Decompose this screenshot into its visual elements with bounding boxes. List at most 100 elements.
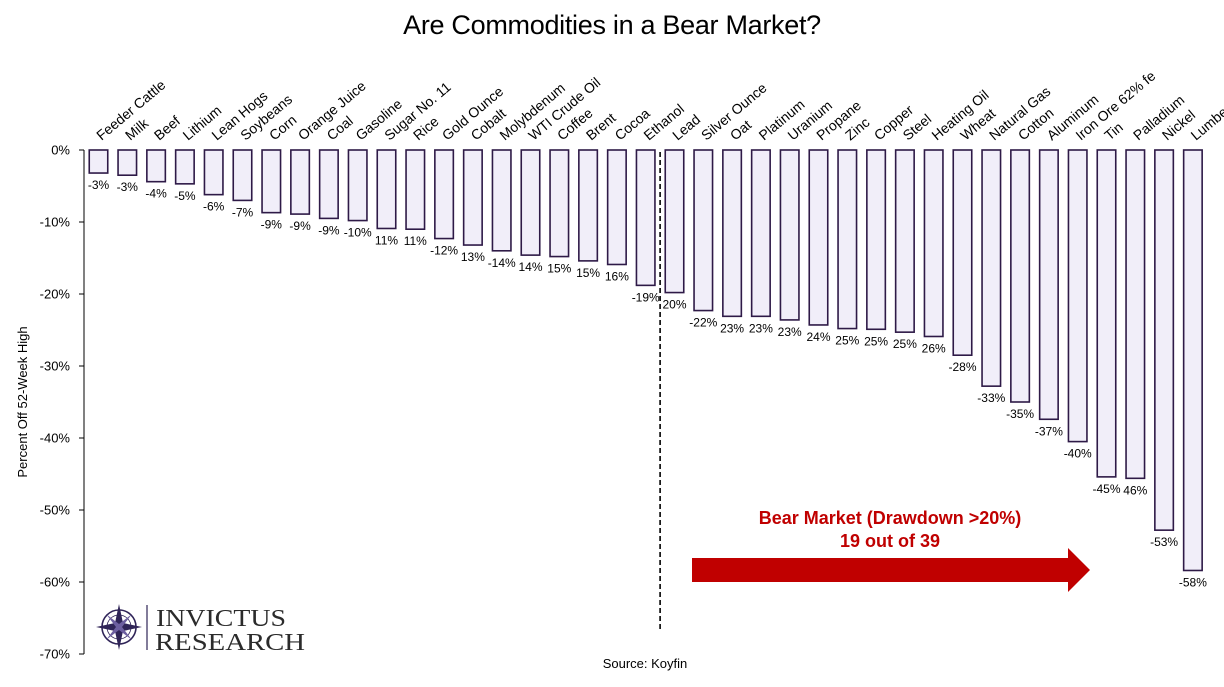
- value-label: 16%: [605, 269, 629, 283]
- bar-lithium: [174, 149, 195, 185]
- bar-steel: [894, 149, 915, 333]
- value-label: -45%: [1092, 482, 1120, 496]
- value-label: -53%: [1150, 535, 1178, 549]
- value-label: -6%: [203, 200, 225, 214]
- source-note: Source: Koyfin: [603, 656, 688, 671]
- y-tick-label: 0%: [51, 143, 70, 158]
- value-label: 14%: [518, 260, 542, 274]
- compass-rose-icon: [96, 604, 142, 650]
- value-label: -58%: [1179, 575, 1207, 589]
- value-label: -12%: [430, 244, 458, 258]
- value-label: 46%: [1123, 483, 1147, 497]
- value-label: 20%: [662, 298, 686, 312]
- value-label: -7%: [232, 205, 254, 219]
- bar-oat: [722, 149, 743, 318]
- bar-molybdenum: [491, 149, 512, 252]
- value-label: -3%: [117, 180, 139, 194]
- bear-market-annotation-count: 19 out of 39: [840, 531, 940, 551]
- value-label: 25%: [835, 334, 859, 348]
- value-label: 23%: [778, 325, 802, 339]
- bar-feeder-cattle: [88, 149, 109, 174]
- bar-corn: [261, 149, 282, 214]
- bar-cobalt: [462, 149, 483, 246]
- value-label: -28%: [948, 360, 976, 374]
- value-label: -3%: [88, 178, 110, 192]
- value-label: -35%: [1006, 407, 1034, 421]
- bar-milk: [117, 149, 138, 177]
- bar-soybeans: [232, 149, 253, 202]
- y-tick-label: -20%: [40, 287, 71, 302]
- bar-beef: [146, 149, 167, 183]
- y-tick-label: -60%: [40, 575, 71, 590]
- value-label: 25%: [893, 337, 917, 351]
- bar-wti-crude-oil: [520, 149, 541, 256]
- y-tick-label: -40%: [40, 431, 71, 446]
- invictus-research-logo: INVICTUS RESEARCH: [96, 604, 305, 656]
- category-label: Beef: [151, 112, 183, 143]
- bar-lead: [664, 149, 685, 294]
- bar-lean-hogs: [203, 149, 224, 196]
- value-label: -10%: [344, 226, 372, 240]
- value-label: 13%: [461, 250, 485, 264]
- value-labels: -3% -3% -4% -5%-6% -7%-9% -9% -9% -10%11% 11%-12…: [88, 178, 1207, 589]
- bar-natural-gas: [981, 149, 1002, 387]
- bar-platinum: [750, 149, 771, 318]
- value-label: 11%: [375, 233, 398, 247]
- value-label: -9%: [318, 223, 340, 237]
- bar-rice: [405, 149, 426, 230]
- bar-iron-ore-62-fe: [1067, 149, 1088, 443]
- bar-lumber: [1182, 149, 1203, 572]
- value-label: -22%: [689, 316, 717, 330]
- value-label: -4%: [145, 187, 167, 201]
- bar-sugar-no-11: [376, 149, 397, 230]
- value-label: -9%: [261, 218, 283, 232]
- value-label: -40%: [1064, 447, 1092, 461]
- bar-nickel: [1154, 149, 1175, 531]
- bar-propane: [808, 149, 829, 326]
- bar-gasoline: [347, 149, 368, 222]
- bar-coffee: [549, 149, 570, 258]
- y-axis-ticks: 0% -10% -20% -30% -40% -50% -60% -70%: [40, 143, 84, 662]
- bar-brent: [578, 149, 599, 262]
- bar-silver-ounce: [693, 149, 714, 312]
- bars: [88, 149, 1203, 572]
- bear-market-annotation-title: Bear Market (Drawdown >20%): [759, 508, 1022, 528]
- logo-line-invictus: INVICTUS: [156, 606, 286, 632]
- bar-cotton: [1010, 149, 1031, 403]
- value-label: -14%: [488, 256, 516, 270]
- bar-heating-oil: [923, 149, 944, 338]
- bar-cocoa: [606, 149, 627, 266]
- y-axis-label: Percent Off 52-Week High: [15, 326, 30, 477]
- value-label: -37%: [1035, 424, 1063, 438]
- bear-market-arrow: [692, 548, 1090, 592]
- bar-tin: [1096, 149, 1117, 478]
- value-label: 26%: [922, 341, 946, 355]
- logo-line-research: RESEARCH: [155, 630, 305, 656]
- y-tick-label: -10%: [40, 215, 71, 230]
- bar-coal: [318, 149, 339, 220]
- value-label: -33%: [977, 391, 1005, 405]
- value-label: 24%: [806, 330, 830, 344]
- y-tick-label: -70%: [40, 647, 71, 662]
- value-label: 23%: [720, 321, 744, 335]
- bar-palladium: [1125, 149, 1146, 480]
- y-tick-label: -50%: [40, 503, 71, 518]
- bar-aluminum: [1038, 149, 1059, 421]
- y-tick-label: -30%: [40, 359, 71, 374]
- value-label: -5%: [174, 189, 196, 203]
- value-label: 23%: [749, 321, 773, 335]
- bar-zinc: [837, 149, 858, 330]
- bar-copper: [866, 149, 887, 331]
- value-label: 11%: [404, 234, 427, 248]
- bar-orange-juice: [290, 149, 311, 215]
- value-label: 25%: [864, 334, 888, 348]
- value-label: 15%: [576, 266, 600, 280]
- bar-gold-ounce: [434, 149, 455, 240]
- chart-title: Are Commodities in a Bear Market?: [403, 10, 821, 40]
- value-label: -9%: [289, 219, 311, 233]
- bar-wheat: [952, 149, 973, 356]
- value-label: -19%: [632, 290, 660, 304]
- bar-ethanol: [635, 149, 656, 287]
